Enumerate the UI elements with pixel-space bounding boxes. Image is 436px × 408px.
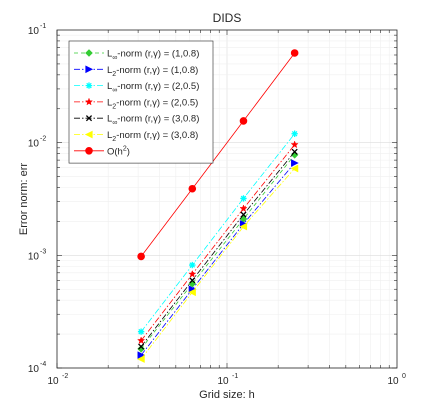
data-point (291, 130, 298, 137)
x-tick-exponent: -1 (232, 373, 238, 380)
data-point (290, 164, 299, 173)
series-line (140, 144, 295, 341)
y-tick-exponent: -4 (40, 361, 46, 368)
series-5 (138, 148, 298, 350)
data-point (188, 288, 196, 297)
legend: L∞-norm (r,γ) = (1,0.8) L2-norm (r,γ) = (… (68, 40, 214, 164)
x-tick-exponent: -2 (62, 373, 68, 380)
legend-label: L2-norm (r,γ) = (1,0.8) (107, 65, 198, 78)
chart-title: DIDS (213, 11, 242, 25)
series-3 (137, 130, 298, 335)
series-line (140, 154, 295, 350)
y-axis-label: Error norm: err (18, 163, 30, 235)
series-7 (137, 49, 299, 261)
y-tick-label: 10 (28, 139, 40, 150)
data-point (290, 49, 299, 57)
legend-marker (85, 147, 93, 155)
x-axis-label: Grid size: h (199, 389, 255, 401)
y-tick-exponent: -3 (40, 248, 46, 255)
series-line (140, 133, 295, 332)
data-point (239, 204, 248, 213)
legend-marker (85, 82, 93, 89)
series-line (140, 52, 295, 257)
legend-label: L2-norm (r,γ) = (3,0.8) (107, 130, 198, 143)
series-layer (137, 49, 299, 363)
legend-label: L2-norm (r,γ) = (2,0.5) (107, 97, 198, 110)
legend-marker (84, 97, 94, 106)
y-tick-label: 10 (28, 251, 40, 262)
data-point (138, 343, 145, 350)
legend-label: L∞-norm (r,γ) = (3,0.8) (107, 114, 199, 127)
data-point (239, 117, 248, 125)
y-tick-exponent: -2 (40, 136, 46, 143)
data-point (189, 261, 196, 269)
legend-label: O(h2) (107, 145, 130, 157)
legend-marker (85, 49, 93, 57)
y-tick-exponent: -1 (40, 23, 46, 30)
series-line (140, 151, 295, 347)
data-point (240, 195, 247, 202)
data-point (188, 184, 197, 193)
data-point (240, 211, 247, 218)
legend-marker (85, 65, 94, 74)
data-point (137, 355, 145, 363)
x-tick-label: 10 (387, 376, 399, 387)
data-point (137, 351, 146, 360)
series-6 (137, 164, 299, 363)
data-point (137, 345, 145, 353)
data-point (188, 269, 197, 278)
legend-box (68, 40, 214, 164)
data-point (137, 328, 145, 335)
data-point (291, 159, 299, 167)
series-4 (137, 140, 299, 345)
y-tick-label: 10 (28, 364, 40, 375)
data-point (290, 140, 299, 149)
legend-marker (84, 130, 93, 139)
y-tick-label: 10 (28, 26, 40, 37)
x-tick-label: 10 (217, 376, 229, 387)
x-tick-exponent: 0 (402, 373, 406, 380)
legend-marker (85, 115, 93, 122)
x-tick-label: 10 (47, 376, 59, 387)
legend-label: L∞-norm (r,γ) = (2,0.5) (107, 81, 199, 94)
data-point (189, 277, 196, 284)
ticks: 10 -2 10 -1 10 010 -410 -310 -210 -1 (28, 23, 406, 387)
data-point (137, 252, 145, 261)
data-point (137, 336, 146, 345)
data-point (291, 148, 298, 155)
data-point (239, 222, 248, 231)
legend-label: L∞-norm (r,γ) = (1,0.8) (107, 49, 199, 62)
